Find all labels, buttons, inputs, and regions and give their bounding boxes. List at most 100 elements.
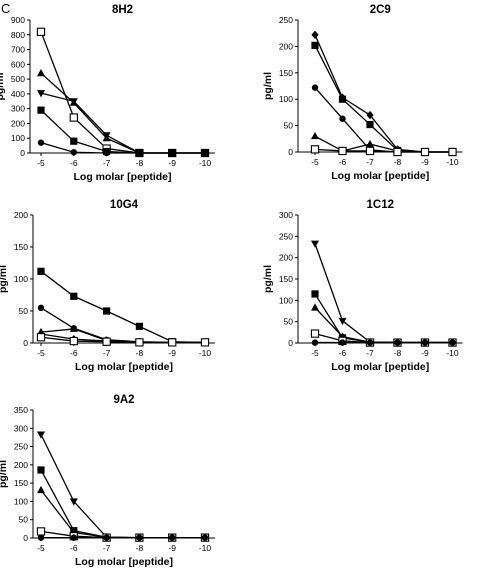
data-point	[338, 95, 347, 103]
data-point	[136, 534, 143, 541]
data-point	[136, 149, 143, 157]
x-tick-label: -8	[394, 157, 402, 167]
y-axis-label: pg/ml	[262, 72, 274, 100]
data-point	[311, 30, 319, 39]
data-point	[69, 498, 78, 506]
y-tick-label: 900	[11, 15, 25, 25]
series-line	[314, 332, 453, 344]
data-point	[366, 120, 374, 129]
y-tick-label: 300	[11, 104, 25, 114]
y-tick-label: 350	[14, 405, 28, 415]
data-point	[169, 149, 176, 157]
y-tick-label: 150	[14, 478, 28, 488]
data-point	[366, 110, 374, 120]
data-point	[102, 337, 111, 346]
y-tick-label: 50	[284, 317, 294, 327]
x-axis-label: Log molar [peptide]	[75, 361, 173, 373]
y-tick-label: 200	[14, 210, 28, 220]
y-axis-label: pg/ml	[0, 265, 9, 293]
y-axis-label: pg/ml	[262, 265, 274, 293]
data-point	[311, 290, 319, 298]
x-tick-label: -5	[37, 158, 45, 168]
series-line	[40, 469, 205, 539]
x-tick-label: -8	[136, 543, 144, 553]
data-point	[103, 534, 110, 541]
chart-title: 9A2	[113, 394, 134, 406]
data-point	[311, 240, 319, 248]
y-tick-label: 200	[14, 460, 28, 470]
data-point	[448, 147, 457, 157]
data-point	[420, 147, 430, 157]
data-point	[69, 98, 78, 106]
data-point	[69, 336, 78, 346]
x-tick-label: -7	[103, 348, 111, 358]
y-tick-label: 0	[23, 533, 28, 543]
panel-label: C	[1, 1, 10, 16]
series-line	[314, 135, 453, 153]
data-point	[37, 106, 45, 114]
data-point	[70, 292, 78, 300]
data-point	[70, 149, 78, 156]
series-line	[40, 270, 206, 344]
data-point	[311, 84, 319, 91]
data-point	[135, 322, 143, 330]
data-point	[311, 131, 319, 140]
x-axis-label: Log molar [peptide]	[331, 361, 429, 373]
data-point	[36, 27, 46, 36]
data-point	[339, 339, 346, 346]
series-line	[314, 34, 453, 153]
x-tick-label: -7	[366, 348, 374, 358]
data-point	[102, 132, 111, 140]
data-point	[311, 303, 319, 311]
data-point	[169, 534, 176, 541]
y-tick-label: 100	[14, 496, 28, 506]
x-tick-label: -10	[199, 543, 212, 553]
data-point	[37, 304, 45, 311]
data-point	[366, 339, 374, 346]
data-point	[201, 149, 209, 157]
data-point	[421, 339, 429, 346]
y-tick-label: 200	[11, 118, 25, 128]
data-point	[311, 339, 319, 346]
y-tick-label: 500	[11, 74, 25, 84]
data-point	[36, 333, 46, 342]
series-line	[40, 72, 205, 154]
data-point	[310, 145, 320, 154]
x-tick-label: -5	[37, 543, 45, 553]
x-tick-label: -8	[394, 348, 402, 358]
chart-8h2: 8H2 0 100 200 300 400 500 600 700 800 900 -5 -6 -7 -8 -…	[0, 4, 215, 183]
x-tick-label: -6	[70, 543, 78, 553]
y-tick-label: 700	[11, 45, 25, 55]
series-line	[40, 109, 205, 154]
y-tick-label: 300	[14, 423, 28, 433]
y-tick-label: 0	[23, 338, 28, 348]
data-point	[338, 317, 347, 326]
series-line	[40, 142, 205, 154]
y-tick-label: 400	[11, 89, 25, 99]
data-point	[201, 534, 209, 541]
x-tick-label: -6	[339, 348, 347, 358]
data-point	[168, 338, 177, 347]
data-point	[36, 527, 46, 536]
chart-title: 8H2	[112, 4, 133, 16]
x-tick-label: -5	[311, 157, 319, 167]
series-line	[314, 45, 453, 153]
y-tick-label: 100	[279, 94, 293, 104]
data-point	[37, 466, 45, 474]
chart-10g4: 10G4 0 50 100 150 200 -5 -6 -7 -8 -9 -10 Log molar […	[0, 199, 215, 373]
chart-title: 10G4	[110, 199, 139, 211]
x-tick-label: -7	[366, 157, 374, 167]
data-point	[393, 147, 402, 157]
data-point	[103, 307, 111, 315]
data-point	[37, 69, 45, 77]
y-tick-label: 0	[20, 148, 25, 158]
x-tick-label: -5	[37, 348, 45, 358]
x-tick-label: -10	[199, 348, 212, 358]
y-tick-label: 150	[279, 68, 293, 78]
series-line	[40, 307, 205, 344]
data-point	[37, 139, 45, 146]
data-point	[135, 338, 144, 347]
y-tick-label: 0	[288, 338, 293, 348]
data-point	[366, 139, 374, 148]
